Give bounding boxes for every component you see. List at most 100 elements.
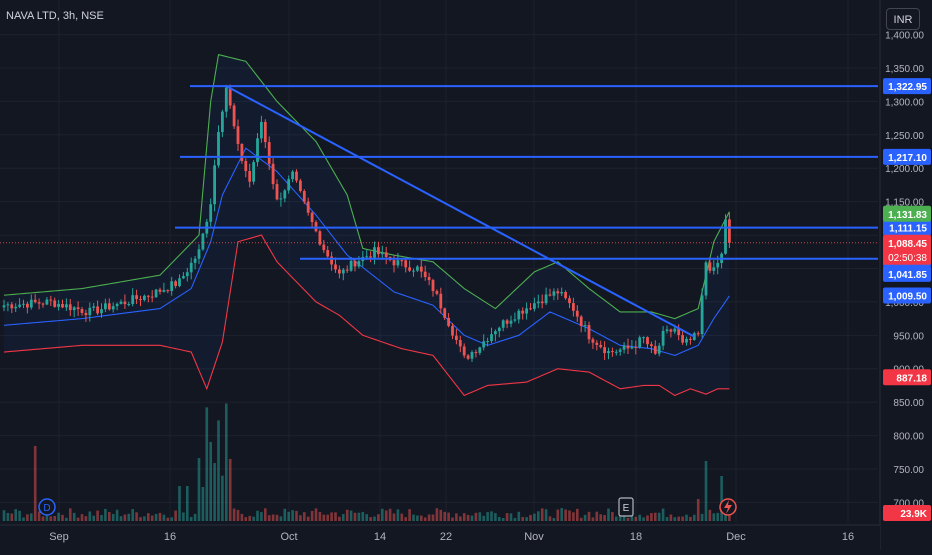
candle	[685, 336, 688, 346]
volume-bar	[158, 512, 162, 521]
candle	[427, 272, 431, 286]
price-tick-label: 750.00	[893, 465, 924, 476]
candle-body	[178, 278, 181, 287]
price-label-bg	[883, 205, 931, 222]
flash-event-icon[interactable]	[719, 498, 737, 516]
volume-bar	[108, 512, 111, 521]
candle-body	[143, 295, 146, 300]
candle	[240, 143, 244, 164]
candle-body	[552, 291, 556, 296]
candle	[182, 272, 185, 280]
candle-body	[92, 306, 96, 308]
candle-body	[111, 306, 115, 310]
candle	[221, 109, 224, 138]
candle	[447, 313, 450, 328]
volume-bar	[193, 513, 197, 521]
event-earnings-icon[interactable]: E	[618, 497, 634, 517]
volume-bar	[455, 513, 458, 521]
price-tick-label: 1,350.00	[885, 64, 924, 75]
volume-bar	[22, 517, 25, 521]
volume-bar	[537, 511, 540, 521]
candle-body	[673, 328, 677, 332]
volume-bar	[264, 508, 267, 521]
price-label-bg	[883, 265, 931, 282]
candle-body	[139, 299, 142, 301]
candle	[256, 132, 259, 167]
time-tick-label: Nov	[524, 531, 544, 543]
volume-bar	[642, 517, 645, 521]
candle-body	[458, 339, 462, 347]
volume-bar	[369, 517, 372, 521]
candle-body	[396, 260, 400, 266]
candle	[57, 299, 60, 311]
volume-bar	[119, 516, 123, 521]
volume-bar	[69, 508, 72, 521]
volume-bar	[611, 512, 614, 521]
price-tick-label: 950.00	[893, 331, 924, 342]
volume-bar	[217, 420, 220, 521]
volume-bar	[37, 511, 41, 521]
candle	[423, 265, 427, 281]
volume-bar	[529, 514, 532, 521]
volume-bar	[314, 508, 318, 521]
trend-line	[225, 85, 695, 338]
candle	[123, 294, 127, 309]
volume-bar	[131, 509, 134, 521]
volume-label: 23.9K	[900, 509, 927, 520]
volume-bar	[657, 512, 661, 521]
candle-body	[45, 299, 49, 305]
candle-body	[533, 303, 536, 309]
volume-bar	[345, 509, 349, 521]
volume-bar	[700, 513, 704, 521]
candle-body	[497, 327, 501, 332]
volume-bar	[681, 516, 684, 521]
volume-bar	[154, 513, 158, 521]
candle-body	[661, 330, 665, 346]
candle	[529, 303, 532, 311]
currency-button[interactable]: INR	[886, 8, 920, 30]
candle	[76, 301, 80, 316]
volume-bar	[420, 515, 423, 521]
volume-bar	[295, 510, 298, 521]
candle-body	[295, 171, 298, 181]
price-tick-label: 800.00	[893, 432, 924, 443]
candle-body	[107, 303, 111, 310]
candle-body	[53, 300, 57, 307]
candle-body	[248, 171, 252, 182]
candle	[486, 337, 489, 347]
candle	[275, 179, 279, 201]
candle	[6, 302, 10, 312]
candle-body	[704, 262, 708, 296]
candle	[455, 328, 458, 345]
candle	[728, 212, 731, 249]
candle-body	[154, 289, 158, 298]
candle	[560, 287, 564, 297]
candle-body	[392, 260, 396, 266]
candle-body	[653, 345, 657, 354]
candle-body	[369, 256, 372, 258]
volume-bar	[170, 517, 173, 521]
candle-body	[419, 266, 423, 272]
candle-body	[302, 190, 306, 202]
candle	[470, 350, 474, 363]
candle	[478, 346, 482, 356]
volume-bar	[439, 509, 443, 521]
candle-body	[462, 346, 466, 356]
volume-bar	[634, 516, 638, 521]
candle-body	[575, 310, 579, 317]
candle	[353, 259, 357, 272]
volume-bar	[318, 511, 322, 521]
volume-bar	[607, 508, 610, 521]
candle-body	[716, 262, 720, 268]
candle	[26, 301, 29, 314]
candle-body	[603, 347, 606, 354]
candle-body	[509, 320, 513, 324]
candle	[295, 169, 298, 183]
event-dividend-icon[interactable]: D	[38, 498, 56, 516]
candle	[84, 309, 88, 322]
bollinger-lower-line	[3, 234, 730, 397]
volume-bar	[583, 514, 587, 521]
volume-bar	[431, 514, 435, 521]
